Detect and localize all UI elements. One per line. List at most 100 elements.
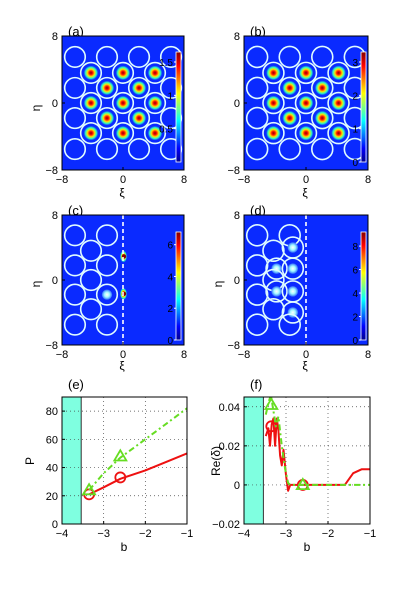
xlabel-f: b [304,540,311,554]
heatmap-ytick-label-d: −8 [227,340,240,352]
ylabel-c: η [29,281,43,288]
heatmap-spot-a [115,95,131,111]
colorbar-tick-label-c: 2 [167,304,173,315]
series-marker-triangle-e [112,448,128,462]
heatmap-ring-b [278,137,301,161]
heatmap-ring-d [245,283,269,306]
heatmap-ring-d [278,313,301,336]
plot-frame-f [243,396,371,525]
heatmap-ring-a [127,76,151,100]
xtick-label-e: −3 [97,528,110,540]
heatmap-xtick-label-d: −8 [238,349,251,361]
heatmap-ring-d [245,224,269,247]
heatmap-spot-b [331,125,346,141]
heatmap-spot-d [287,286,299,297]
xlabel-a: ξ [119,186,125,200]
heatmap-xtick-label-d: 8 [365,349,371,361]
heatmap-xtick-label-c: 0 [120,349,126,361]
shaded-region-e [61,396,82,525]
heatmap-ring-b [327,121,350,145]
colorbar-tick-label-a: 0.5 [159,125,173,136]
heatmap-ring-a [111,122,135,145]
heatmap-ring-b [245,137,269,161]
heatmap-ring-d [265,280,288,303]
xlabel-c: ξ [119,359,125,373]
ylabel-e: P [23,457,37,465]
heatmap-spot-a [115,65,131,81]
ylabel-d: η [211,281,225,288]
panel-label-b: (b) [250,24,266,39]
heatmap-ring-b [294,121,318,145]
colorbar-tick-label-d: 8 [352,242,358,253]
heatmap-spot-b [298,95,314,111]
panel-label-a: (a) [68,24,84,39]
heatmap-ring-c [79,268,103,292]
heatmap-spot-d [287,263,299,274]
series-line-e [88,452,187,496]
heatmap-spot-d [271,286,282,297]
ytick-label-f: 0.02 [219,441,240,453]
heatmap-spot-a [131,110,147,126]
ytick-label-e: 80 [46,406,58,418]
colorbar-tick-label-b: 3 [352,58,358,69]
heatmap-ring-d [281,301,305,324]
colorbar-c [175,231,182,341]
heatmap-spot-a [83,95,99,111]
heatmap-ring-a [63,45,87,69]
heatmap-ring-b [262,121,285,145]
heatmap-spot-b [314,110,330,126]
ylabel-a: η [29,105,43,112]
colorbar-tick-label-c: 6 [167,241,173,252]
heatmap-ring-b [262,61,285,85]
heatmap-ring-c [79,298,103,321]
heatmap-spot-d [287,242,299,253]
heatmap-spot-b [282,80,298,96]
heatmap-ring-b [278,76,301,100]
colorbar-tick-label-d: 6 [352,266,358,277]
heatmap-xtick-label-b: −8 [238,174,251,186]
heatmap-ring-b [278,106,301,130]
heatmap-spot-a [115,125,131,141]
heatmap-spot-b [331,65,346,81]
heatmap-ytick-label-d: 0 [234,275,240,287]
colorbar-tick-label-b: 2 [352,91,358,102]
heatmap-ring-d [245,254,269,277]
heatmap-ring-a [143,91,167,115]
heatmap-ring-a [63,106,87,130]
heatmap-ring-b [245,45,269,69]
heatmap-ring-b [327,61,350,85]
series-line-e [88,407,187,491]
heatmap-xtick-label-d: 0 [303,349,309,361]
heatmap-ytick-label-d: 8 [234,210,240,222]
ytick-label-e: 60 [46,434,58,446]
heatmap-spot-a [147,125,163,141]
ytick-label-e: 40 [46,463,58,475]
colorbar-a [175,51,182,163]
heatmap-ring-a [143,122,167,145]
heatmap-ring-b [311,45,334,69]
heatmap-spot-b [314,80,330,96]
heatmap-spot-a [147,95,163,111]
xlabel-d: ξ [302,359,308,373]
heatmap-ring-b [311,76,334,100]
heatmap-ring-d [281,257,305,280]
heatmap-xtick-label-c: −8 [56,349,69,361]
heatmap-spot-a [83,125,99,141]
series-marker-triangle-e [81,482,97,496]
ytick-label-f: 0 [234,480,240,492]
heatmap-ring-c [63,283,87,306]
heatmap-spot-b [266,125,281,141]
heatmap-ytick-label-b: −8 [227,165,240,177]
heatmap-ring-b [294,61,318,85]
xtick-label-f: −2 [322,528,335,540]
heatmap-spot-a [131,80,147,96]
xlabel-b: ξ [302,186,308,200]
colorbar-tick-label-c: 0 [167,336,173,347]
heatmap-spot-a [99,110,115,126]
heatmap-ring-c [63,224,87,247]
heatmap-ring-a [143,61,167,84]
heatmap-spot-c [101,289,113,300]
heatmap-ring-a [95,76,119,100]
ytick-label-e: 20 [46,491,58,503]
